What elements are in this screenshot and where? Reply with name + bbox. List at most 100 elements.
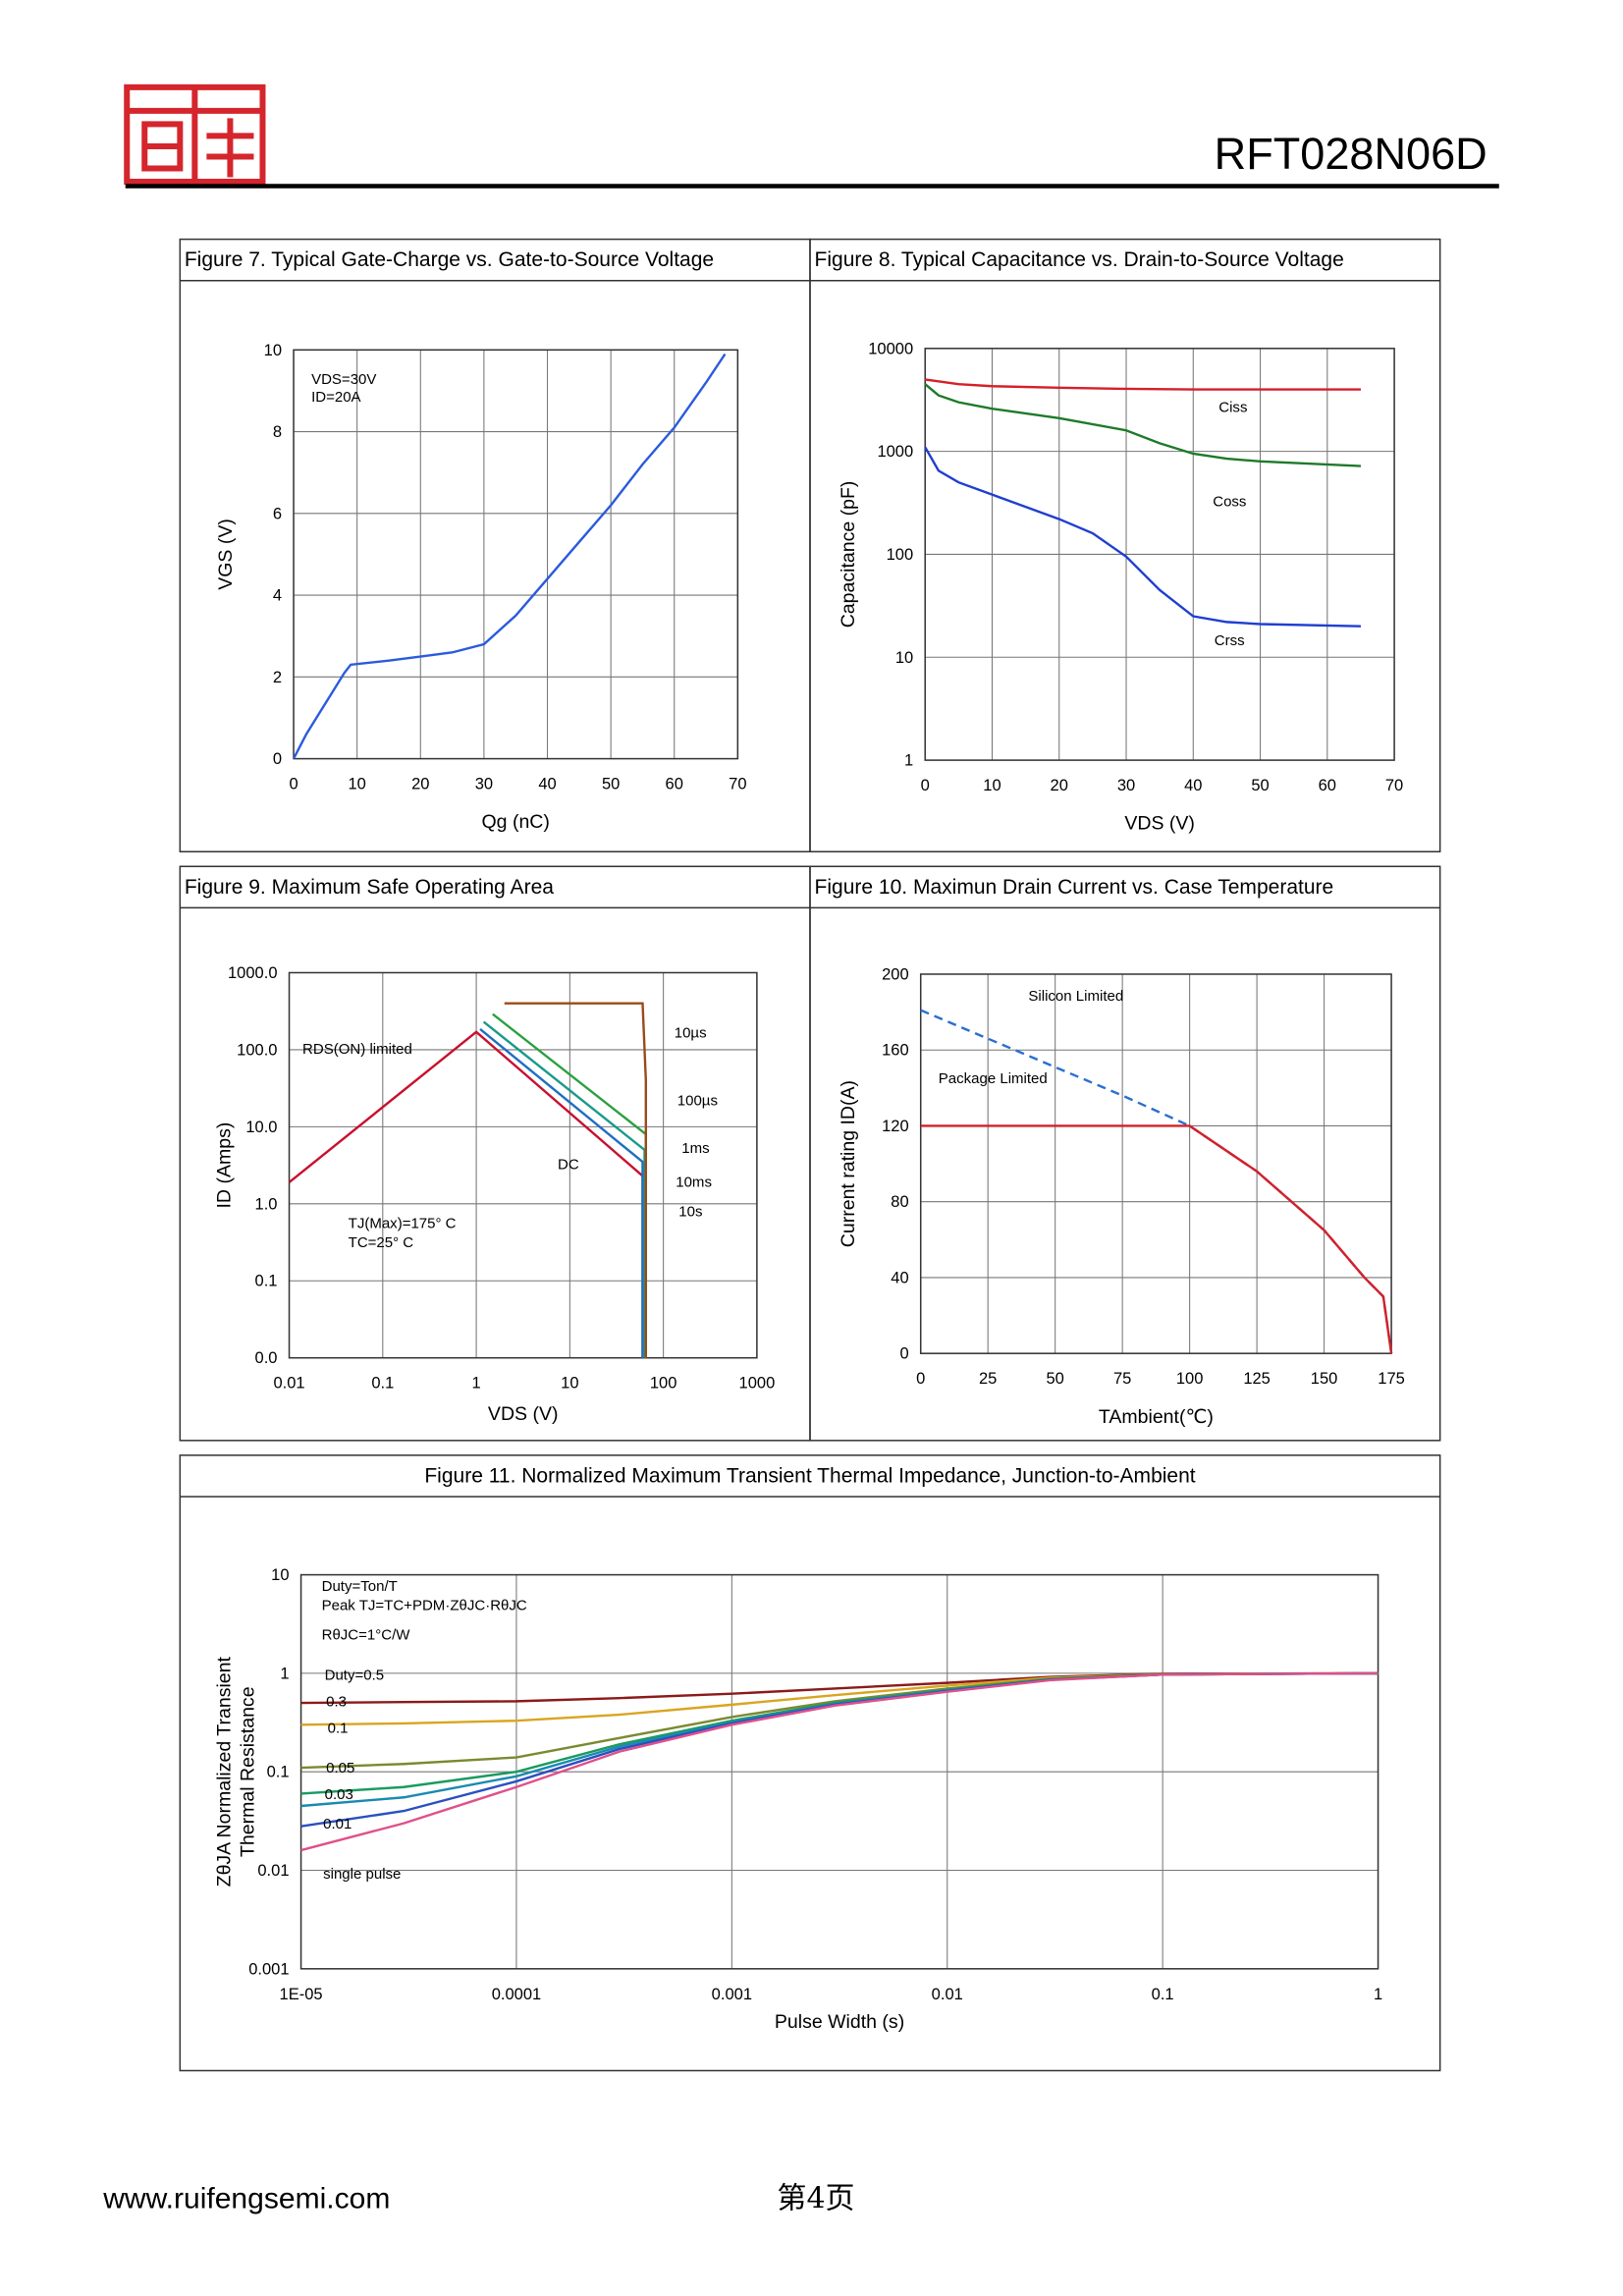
- y-tick-label: 0.01: [257, 1861, 289, 1880]
- series-line: [924, 383, 1362, 467]
- x-tick-label: 20: [411, 775, 429, 793]
- x-tick-label: 50: [1046, 1369, 1063, 1388]
- y-tick-label: 40: [891, 1268, 908, 1286]
- series-label: 10µs: [675, 1025, 707, 1042]
- plot-area: [924, 348, 1395, 761]
- annotation: Duty=Ton/T: [322, 1578, 398, 1595]
- annotation: VDS=30V: [311, 371, 376, 388]
- x-axis-label: Qg (nC): [482, 811, 550, 833]
- series-label: Duty=0.5: [325, 1667, 385, 1683]
- x-tick-label: 150: [1311, 1369, 1338, 1388]
- figure-title: Figure 8. Typical Capacitance vs. Drain-…: [815, 248, 1344, 271]
- figure-title: Figure 9. Maximum Safe Operating Area: [185, 876, 554, 899]
- x-tick-label: 10: [348, 775, 365, 793]
- x-tick-label: 1E-05: [280, 1985, 323, 2003]
- y-tick-label: 8: [273, 422, 282, 441]
- annotation: RθJC=1°C/W: [322, 1627, 411, 1644]
- y-tick-label: 2: [273, 668, 282, 686]
- x-tick-label: 70: [729, 775, 746, 793]
- x-tick-label: 40: [538, 775, 556, 793]
- series-label: 10ms: [676, 1174, 712, 1190]
- annotation: ID=20A: [311, 389, 361, 406]
- annotation: Peak TJ=TC+PDM·ZθJC·RθJC: [322, 1598, 527, 1614]
- figure: Figure 10. Maximun Drain Current vs. Cas…: [809, 865, 1441, 1442]
- x-tick-label: 125: [1243, 1369, 1271, 1388]
- y-tick-label: 1000: [877, 442, 913, 461]
- y-tick-label: 0.001: [248, 1959, 289, 1978]
- series-label: 0.03: [325, 1786, 353, 1803]
- figure-title: Figure 7. Typical Gate-Charge vs. Gate-t…: [185, 248, 714, 271]
- series-line: [920, 1124, 1393, 1354]
- series-label: 10s: [678, 1203, 702, 1220]
- plot-area: [293, 349, 739, 760]
- series-label: Package Limited: [939, 1070, 1048, 1087]
- part-number: RFT028N06D: [1215, 129, 1488, 179]
- x-axis-label: VDS (V): [1124, 813, 1195, 835]
- x-tick-label: 1000: [739, 1374, 776, 1393]
- x-tick-label: 60: [666, 775, 683, 793]
- series-line: [300, 1671, 1379, 1726]
- figure-frame: [809, 865, 1441, 1442]
- x-tick-label: 50: [602, 775, 620, 793]
- figure-frame: [179, 1454, 1441, 2072]
- series-label: 0.05: [326, 1760, 354, 1777]
- y-tick-label: 200: [882, 964, 909, 983]
- x-tick-label: 20: [1051, 776, 1068, 794]
- series-label: 0.3: [326, 1693, 347, 1710]
- plot-area: [919, 973, 1392, 1354]
- series-label: 1ms: [681, 1140, 709, 1157]
- series-line: [482, 1020, 646, 1358]
- x-tick-label: 0: [916, 1369, 925, 1388]
- series-line: [300, 1671, 1379, 1852]
- annotation: TC=25° C: [349, 1234, 414, 1251]
- series-line: [292, 353, 727, 760]
- page-number: 第4页: [777, 2182, 854, 2216]
- series-label: single pulse: [323, 1866, 401, 1883]
- y-axis-label: VGS (V): [215, 519, 237, 590]
- x-tick-label: 10: [983, 776, 1001, 794]
- series-line: [920, 1009, 1393, 1354]
- x-tick-label: 0.01: [273, 1374, 304, 1393]
- y-tick-label: 6: [273, 504, 282, 522]
- series-line: [924, 446, 1361, 628]
- series-line: [504, 1002, 648, 1358]
- figure: Figure 11. Normalized Maximum Transient …: [179, 1454, 1441, 2072]
- y-tick-label: 4: [273, 586, 282, 605]
- y-tick-label: 0: [899, 1344, 908, 1363]
- y-tick-label: 10: [895, 648, 913, 667]
- x-tick-label: 0: [921, 776, 930, 794]
- x-axis-label: VDS (V): [488, 1403, 559, 1425]
- x-tick-label: 60: [1319, 776, 1336, 794]
- figure-title: Figure 10. Maximun Drain Current vs. Cas…: [815, 876, 1334, 899]
- series-label: 0.01: [323, 1816, 352, 1832]
- y-tick-label: 10: [271, 1565, 289, 1584]
- x-tick-label: 0.1: [371, 1374, 394, 1393]
- figure: Figure 7. Typical Gate-Charge vs. Gate-t…: [179, 238, 811, 853]
- x-tick-label: 40: [1184, 776, 1202, 794]
- series-line: [300, 1671, 1379, 1808]
- series-line: [300, 1671, 1379, 1795]
- y-tick-label: 0: [273, 749, 282, 768]
- x-tick-label: 1: [471, 1374, 480, 1393]
- y-tick-label: 100.0: [237, 1040, 277, 1059]
- x-tick-label: 100: [650, 1374, 677, 1393]
- x-tick-label: 1: [1374, 1985, 1382, 2003]
- x-tick-label: 0.1: [1152, 1985, 1174, 2003]
- y-tick-label: 1000.0: [228, 963, 278, 982]
- y-axis-label: Current rating ID(A): [838, 1080, 859, 1247]
- y-tick-label: 10: [264, 341, 282, 359]
- y-tick-label: 80: [891, 1192, 908, 1211]
- y-tick-label: 0.0: [255, 1348, 278, 1367]
- figure: Figure 9. Maximum Safe Operating Area 0.0…: [179, 865, 811, 1442]
- y-axis-label: ZθJA Normalized Transient: [213, 1656, 235, 1886]
- series-line: [925, 378, 1361, 391]
- y-tick-label: 100: [887, 545, 914, 564]
- x-tick-label: 100: [1176, 1369, 1204, 1388]
- x-tick-label: 30: [475, 775, 493, 793]
- x-axis-label: TAmbient(℃): [1099, 1406, 1214, 1428]
- logo: [124, 83, 266, 186]
- series-line: [300, 1671, 1379, 1705]
- x-tick-label: 50: [1251, 776, 1269, 794]
- series-label: DC: [558, 1156, 579, 1173]
